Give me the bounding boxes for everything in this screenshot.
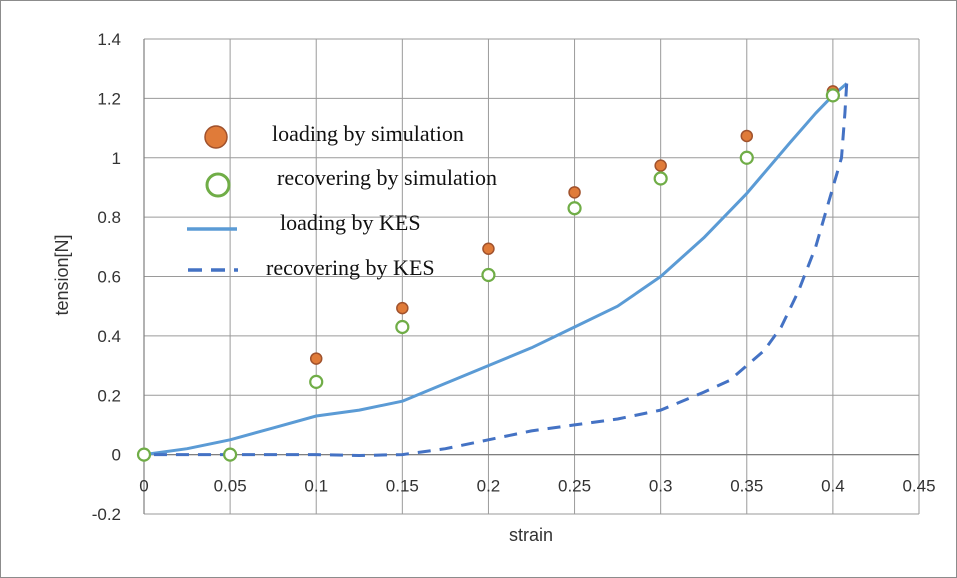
legend: loading by simulation recovering by simu… xyxy=(187,121,497,280)
x-tick-label-3: 0.15 xyxy=(386,477,419,496)
point-s0-1 xyxy=(396,301,409,315)
x-tick-label-5: 0.25 xyxy=(558,477,591,496)
series-line-2 xyxy=(143,82,848,457)
y-tick-label-5: 0.8 xyxy=(97,208,121,227)
legend-label-recovering-kes: recovering by KES xyxy=(266,255,435,280)
series-layer xyxy=(136,82,849,462)
point-s1-1 xyxy=(223,447,238,462)
y-tick-label-3: 0.4 xyxy=(97,327,121,346)
y-tick-label-6: 1 xyxy=(112,149,121,168)
point-s1-7 xyxy=(739,150,754,165)
x-axis-label: strain xyxy=(509,525,553,545)
point-s1-5 xyxy=(567,201,582,216)
y-tick-label-0: -0.2 xyxy=(92,505,121,524)
y-tick-label-1: 0 xyxy=(112,446,121,465)
legend-label-loading-sim: loading by simulation xyxy=(272,121,464,146)
point-s1-0 xyxy=(136,447,152,462)
point-s1-3 xyxy=(395,319,410,335)
x-tick-label-0: 0 xyxy=(139,477,148,496)
tick-labels: -0.2 0 0.2 0.4 0.6 0.8 1 1.2 1.4 0 0.05 0.1 0.15 0.2 0… xyxy=(92,30,936,524)
point-s0-3 xyxy=(568,186,581,199)
point-s1-2 xyxy=(309,374,324,389)
legend-label-loading-kes: loading by KES xyxy=(280,210,421,235)
x-tick-label-1: 0.05 xyxy=(214,477,247,496)
point-s0-2 xyxy=(482,242,495,255)
x-tick-label-6: 0.3 xyxy=(649,477,673,496)
legend-label-recovering-sim: recovering by simulation xyxy=(277,165,497,190)
point-s1-8 xyxy=(825,88,840,103)
x-tick-label-8: 0.4 xyxy=(821,477,845,496)
y-tick-label-8: 1.4 xyxy=(97,30,121,49)
series-line-3 xyxy=(144,83,849,457)
legend-marker-recovering-sim xyxy=(205,172,231,198)
y-axis-label: tension[N] xyxy=(52,234,72,315)
x-tick-label-7: 0.35 xyxy=(730,477,763,496)
x-tick-label-9: 0.45 xyxy=(902,477,935,496)
x-tick-label-2: 0.1 xyxy=(304,477,328,496)
point-s1-4 xyxy=(481,267,496,283)
legend-marker-loading-sim xyxy=(204,125,228,149)
x-tick-label-4: 0.2 xyxy=(477,477,501,496)
point-s0-0 xyxy=(309,352,323,365)
point-s0-5 xyxy=(740,129,754,143)
y-tick-label-4: 0.6 xyxy=(97,268,121,287)
point-s0-4 xyxy=(654,159,667,172)
y-tick-label-7: 1.2 xyxy=(97,89,121,108)
point-s1-6 xyxy=(653,171,668,186)
y-tick-label-2: 0.2 xyxy=(97,386,121,405)
